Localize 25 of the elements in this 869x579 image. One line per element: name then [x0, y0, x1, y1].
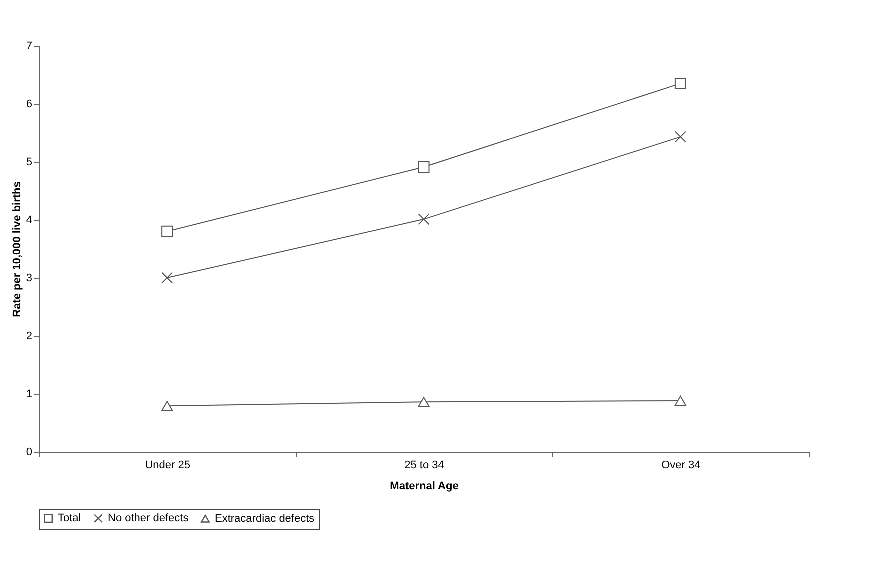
x-tick-label: Under 25 — [145, 460, 190, 472]
point — [162, 401, 174, 412]
y-tick-label: 3 — [26, 272, 32, 284]
y-tick-label: 6 — [26, 98, 32, 110]
x-tick-label: 25 to 34 — [404, 460, 444, 472]
y-tick-label: 7 — [26, 40, 32, 52]
legend-label: Extracardiac defects — [215, 512, 316, 525]
y-tick-label: 0 — [26, 446, 32, 458]
point — [418, 397, 430, 408]
y-tick-label: 2 — [26, 330, 32, 342]
x-axis-title: Maternal Age — [390, 480, 459, 492]
y-axis-title: Rate per 10,000 live births — [11, 182, 24, 318]
point — [674, 396, 686, 406]
point — [418, 214, 430, 226]
point — [674, 131, 686, 143]
point — [674, 78, 686, 90]
y-tick-label: 4 — [26, 214, 32, 226]
point — [418, 161, 430, 173]
point — [162, 226, 174, 238]
y-tick-label: 5 — [26, 156, 32, 168]
y-tick-label: 1 — [26, 388, 32, 400]
legend-label: Total — [58, 512, 82, 525]
legend-label: No other defects — [108, 512, 190, 525]
point — [162, 272, 174, 284]
x-tick-label: Over 34 — [662, 460, 701, 472]
